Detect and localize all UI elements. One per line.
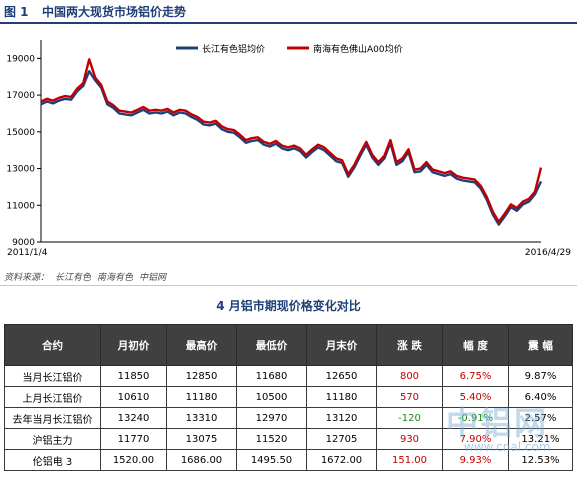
table-cell: 930 [376, 428, 443, 450]
legend-label: 长江有色铝均价 [202, 43, 265, 55]
column-header: 幅 度 [442, 324, 509, 366]
table-cell: 800 [376, 365, 443, 387]
table-cell: 12.53% [508, 449, 573, 471]
table-cell: 1495.50 [236, 449, 307, 471]
table-cell: 10500 [236, 386, 307, 408]
table-cell: 1672.00 [306, 449, 377, 471]
column-header: 最低价 [236, 324, 307, 366]
table-cell: 12850 [166, 365, 237, 387]
column-header: 涨 跌 [376, 324, 443, 366]
column-header: 震 幅 [508, 324, 573, 366]
table-cell: 1686.00 [166, 449, 237, 471]
table-row: 伦铝电 3 1520.00 1686.00 1495.50 1672.00 151.00 9… [4, 449, 573, 471]
table-cell: 1520.00 [100, 449, 167, 471]
series-line-2 [40, 58, 543, 224]
table-cell: 13240 [100, 407, 167, 429]
table-cell: 2.57% [508, 407, 573, 429]
table-row: 当月长江铝价 11850 12850 11680 12650 800 6.75% 9.87% [4, 365, 573, 387]
table-cell: 12650 [306, 365, 377, 387]
column-header: 合约 [4, 324, 101, 366]
table-cell: 11180 [166, 386, 237, 408]
table-cell: 13075 [166, 428, 237, 450]
contract-name-cell: 伦铝电 3 [4, 449, 101, 471]
source-item: 南海有色 [97, 273, 134, 283]
table-cell: 10610 [100, 386, 167, 408]
y-tick-label: 13000 [6, 165, 35, 175]
column-header: 月初价 [100, 324, 167, 366]
table-cell: 570 [376, 386, 443, 408]
table-cell: 11680 [236, 365, 307, 387]
column-header: 月末价 [306, 324, 377, 366]
y-tick-label: 17000 [6, 91, 35, 101]
y-tick-label: 15000 [6, 128, 35, 138]
table-cell: 6.40% [508, 386, 573, 408]
contract-name-cell: 上月长江铝价 [4, 386, 101, 408]
source-item: 中铝网 [139, 273, 167, 283]
figure-title: 中国两大现货市场铝价走势 [42, 5, 187, 19]
table-cell: 11520 [236, 428, 307, 450]
source-note: 资料来源： 长江有色 南海有色 中铝网 [4, 270, 172, 283]
column-header: 最高价 [166, 324, 237, 366]
figure-number: 图 1 [4, 5, 29, 19]
table-cell: 9.87% [508, 365, 573, 387]
series-line-1 [40, 70, 543, 226]
y-tick-label: 11000 [6, 201, 35, 211]
table-cell: 13310 [166, 407, 237, 429]
table-cell: 7.90% [442, 428, 509, 450]
table-cell: 12970 [236, 407, 307, 429]
source-item: 长江有色 [55, 273, 92, 283]
table-row: 上月长江铝价 10610 11180 10500 11180 570 5.40% 6.40% [4, 386, 573, 408]
contract-name-cell: 当月长江铝价 [4, 365, 101, 387]
chart-series-layer [40, 58, 543, 226]
table-cell: 13120 [306, 407, 377, 429]
x-tick-label: 2016/4/29 [525, 248, 571, 258]
legend-label: 南海有色佛山A00均价 [313, 43, 403, 55]
table-cell: 5.40% [442, 386, 509, 408]
table-cell: 11850 [100, 365, 167, 387]
x-tick-label: 2011/1/4 [7, 248, 48, 258]
table-header-row: 合约 月初价 最高价 最低价 月末价 涨 跌 幅 度 震 幅 [4, 324, 573, 366]
table-cell: 151.00 [376, 449, 443, 471]
divider [0, 285, 577, 286]
table-cell: 11180 [306, 386, 377, 408]
table-cell: 12705 [306, 428, 377, 450]
table-cell: 9.93% [442, 449, 509, 471]
table-cell: 6.75% [442, 365, 509, 387]
table-row: 去年当月长江铝价 13240 13310 12970 13120 -120 -0.91% 2.… [4, 407, 573, 429]
y-tick-label: 9000 [12, 238, 35, 248]
table-title: 4 月铝市期现价格变化对比 [216, 299, 361, 313]
table-cell: -120 [376, 407, 443, 429]
table-cell: 11770 [100, 428, 167, 450]
contract-name-cell: 去年当月长江铝价 [4, 407, 101, 429]
chart-legend: 长江有色铝均价 南海有色佛山A00均价 [176, 43, 403, 55]
price-comparison-table: 合约 月初价 最高价 最低价 月末价 涨 跌 幅 度 震 幅 当月长江铝价 118… [4, 324, 573, 471]
figure-header: 图 1 中国两大现货市场铝价走势 [0, 0, 577, 24]
line-chart: 9000 11000 13000 15000 17000 19000 2011/1/4 201… [6, 40, 571, 258]
table-cell: -0.91% [442, 407, 509, 429]
chart-axes: 9000 11000 13000 15000 17000 19000 2011/1/4 201… [6, 40, 571, 258]
table-row: 沪铝主力 11770 13075 11520 12705 930 7.90% 13.21% [4, 428, 573, 450]
y-tick-label: 19000 [6, 54, 35, 64]
source-prefix: 资料来源： [4, 273, 50, 283]
table-cell: 13.21% [508, 428, 573, 450]
contract-name-cell: 沪铝主力 [4, 428, 101, 450]
